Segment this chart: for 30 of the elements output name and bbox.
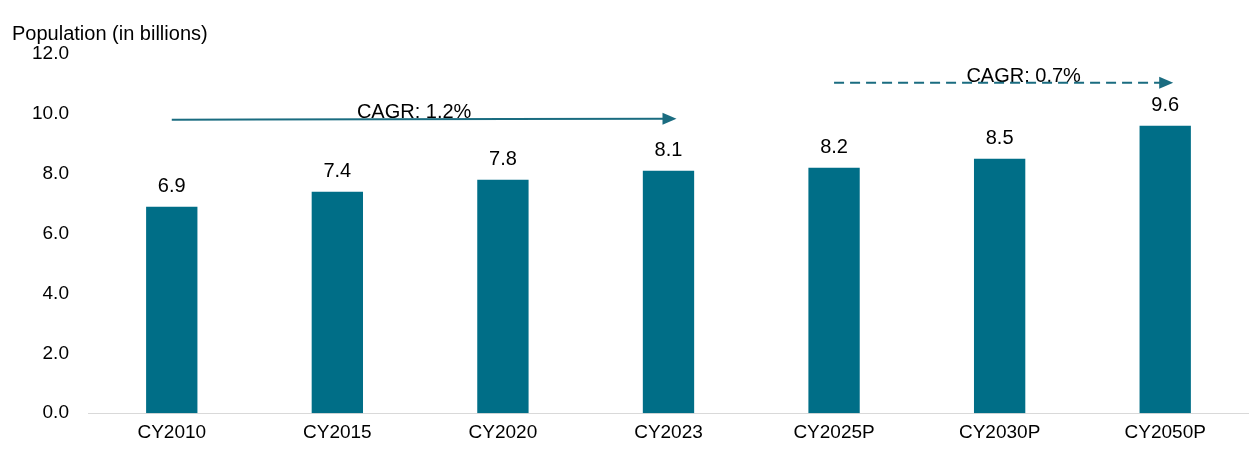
y-tick-label: 6.0 [42,221,69,243]
x-tick-label: CY2010 [137,420,207,442]
y-tick-label: 8.0 [42,161,69,183]
x-tick-label: CY2050P [1124,420,1206,442]
x-tick-label: CY2020 [468,420,538,442]
annotation: CAGR: 1.2% [356,100,472,123]
y-tick-label: 2.0 [42,341,69,363]
x-tick-label: CY2030P [958,420,1041,442]
data-label: 8.1 [654,138,683,161]
bar [973,158,1026,414]
data-label: 8.5 [985,126,1014,149]
bar [642,170,695,414]
y-axis-title: Population (in billions) [12,21,208,44]
data-label: 8.2 [820,135,848,158]
y-tick-label: 4.0 [42,281,69,303]
data-label: 6.9 [157,174,186,197]
bar [477,179,529,414]
y-tick-label: 10.0 [32,102,69,124]
data-label: 9.6 [1151,93,1180,116]
data-label: 7.8 [489,147,517,170]
data-label: 7.4 [323,159,352,182]
x-tick-label: CY2023 [634,420,703,442]
x-tick-label: CY2015 [303,420,372,442]
annotation: CAGR: 0.7% [966,64,1082,87]
bar [808,167,860,414]
bar [311,191,364,414]
y-tick-label: 0.0 [42,401,69,423]
x-tick-label: CY2025P [793,420,875,442]
bar [146,206,198,414]
bar [1139,125,1191,414]
